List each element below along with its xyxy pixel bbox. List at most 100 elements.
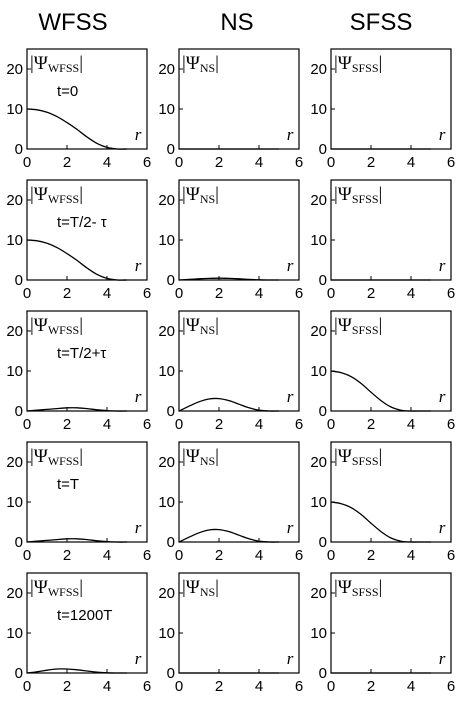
x-tick-label: 4 (103, 547, 111, 564)
column-title-sfss: SFSS (350, 9, 413, 36)
plot-frame (330, 441, 452, 543)
panel-label-psi: |Ψ (30, 446, 48, 467)
panel-label-psi: |Ψ (30, 53, 48, 74)
x-tick-label: 6 (295, 285, 303, 302)
x-tick-label: 6 (447, 154, 455, 171)
panel-label-bar: | (79, 446, 83, 467)
plot-frame (26, 310, 148, 412)
panel-label-subscript: WFSS (48, 192, 79, 206)
x-tick-label: 2 (367, 416, 375, 433)
x-tick-label: 6 (295, 416, 303, 433)
plot-frame (26, 48, 148, 150)
x-tick-label: 2 (63, 678, 71, 695)
y-tick-label: 10 (310, 494, 327, 511)
x-tick-label: 2 (367, 285, 375, 302)
panel-label: |ΨWFSS| (30, 577, 83, 599)
series-line (26, 108, 128, 150)
y-tick-label: 20 (158, 61, 175, 78)
panel-r4-c1: 0 2 4 6 0 10 20 r |ΨNS| (158, 572, 303, 695)
x-tick-label: 4 (255, 285, 263, 302)
panel-label-subscript: SFSS (352, 454, 379, 468)
x-tick-label: 4 (255, 678, 263, 695)
x-axis-label: r (135, 387, 142, 406)
panel-label: |ΨNS| (182, 184, 219, 206)
panel-label-bar: | (379, 315, 383, 336)
x-tick-label: 6 (143, 547, 151, 564)
panel-label-bar: | (79, 53, 83, 74)
x-tick-label: 0 (327, 547, 335, 564)
y-tick-label: 20 (6, 323, 23, 340)
x-axis-label: r (439, 649, 446, 668)
series-line (26, 407, 128, 412)
panel-label-bar: | (379, 184, 383, 205)
x-tick-label: 4 (255, 416, 263, 433)
x-axis-label: r (135, 125, 142, 144)
panel-label-bar: | (215, 446, 219, 467)
panel-label-bar: | (215, 577, 219, 598)
panel-label-bar: | (379, 53, 383, 74)
panel-r4-c2: 0 2 4 6 0 10 20 r |ΨSFSS| (310, 572, 455, 695)
y-tick-label: 0 (167, 272, 175, 289)
y-tick-label: 0 (319, 403, 327, 420)
panel-label-psi: |Ψ (334, 53, 352, 74)
x-tick-label: 4 (103, 285, 111, 302)
y-tick-label: 0 (167, 403, 175, 420)
y-tick-label: 20 (6, 585, 23, 602)
y-tick-label: 10 (158, 363, 175, 380)
y-tick-label: 20 (158, 585, 175, 602)
y-tick-label: 0 (167, 534, 175, 551)
y-tick-label: 20 (310, 61, 327, 78)
x-axis-label: r (135, 518, 142, 537)
x-tick-label: 6 (295, 154, 303, 171)
x-axis-label: r (439, 256, 446, 275)
series-line (26, 668, 127, 674)
panel-label: |ΨSFSS| (334, 577, 382, 599)
x-tick-label: 2 (215, 416, 223, 433)
x-tick-label: 0 (23, 154, 31, 171)
x-tick-label: 4 (407, 154, 415, 171)
x-tick-label: 0 (327, 416, 335, 433)
panel-label-subscript: WFSS (48, 454, 79, 468)
panel-label-psi: |Ψ (182, 184, 200, 205)
panel-label-subscript: WFSS (48, 61, 79, 75)
column-title-ns: NS (220, 9, 253, 36)
y-tick-label: 10 (158, 494, 175, 511)
y-tick-label: 10 (310, 363, 327, 380)
x-tick-label: 4 (103, 416, 111, 433)
series-line (26, 239, 128, 281)
panel-label-psi: |Ψ (182, 53, 200, 74)
panel-r2-c2: 0 2 4 6 0 10 20 r |ΨSFSS| (310, 310, 455, 433)
x-tick-label: 6 (143, 678, 151, 695)
panel-label-psi: |Ψ (182, 446, 200, 467)
panel-label-subscript: NS (200, 454, 215, 468)
panel-label-psi: |Ψ (30, 315, 48, 336)
panel-label: |ΨWFSS| (30, 446, 83, 468)
y-tick-label: 20 (158, 192, 175, 209)
x-tick-label: 4 (103, 678, 111, 695)
y-tick-label: 0 (15, 665, 23, 682)
time-label: t=1200T (57, 607, 112, 624)
y-tick-label: 20 (6, 454, 23, 471)
panel-label: |ΨNS| (182, 446, 219, 468)
x-tick-label: 2 (63, 547, 71, 564)
series-line (330, 501, 431, 543)
panel-r4-c0: 0 2 4 6 0 10 20 r |ΨWFSS| t=1200T (6, 572, 151, 695)
x-tick-label: 6 (447, 285, 455, 302)
plot-frame (178, 179, 300, 281)
y-tick-label: 20 (310, 323, 327, 340)
panel-label-subscript: NS (200, 323, 215, 337)
time-label: t=0 (57, 83, 78, 100)
x-axis-label: r (135, 649, 142, 668)
panel-r1-c2: 0 2 4 6 0 10 20 r |ΨSFSS| (310, 179, 455, 302)
x-tick-label: 0 (175, 547, 183, 564)
series-line (178, 528, 280, 543)
panel-label-bar: | (379, 577, 383, 598)
panel-label-psi: |Ψ (30, 577, 48, 598)
x-tick-label: 4 (407, 285, 415, 302)
x-tick-label: 0 (23, 547, 31, 564)
panel-label-psi: |Ψ (334, 184, 352, 205)
